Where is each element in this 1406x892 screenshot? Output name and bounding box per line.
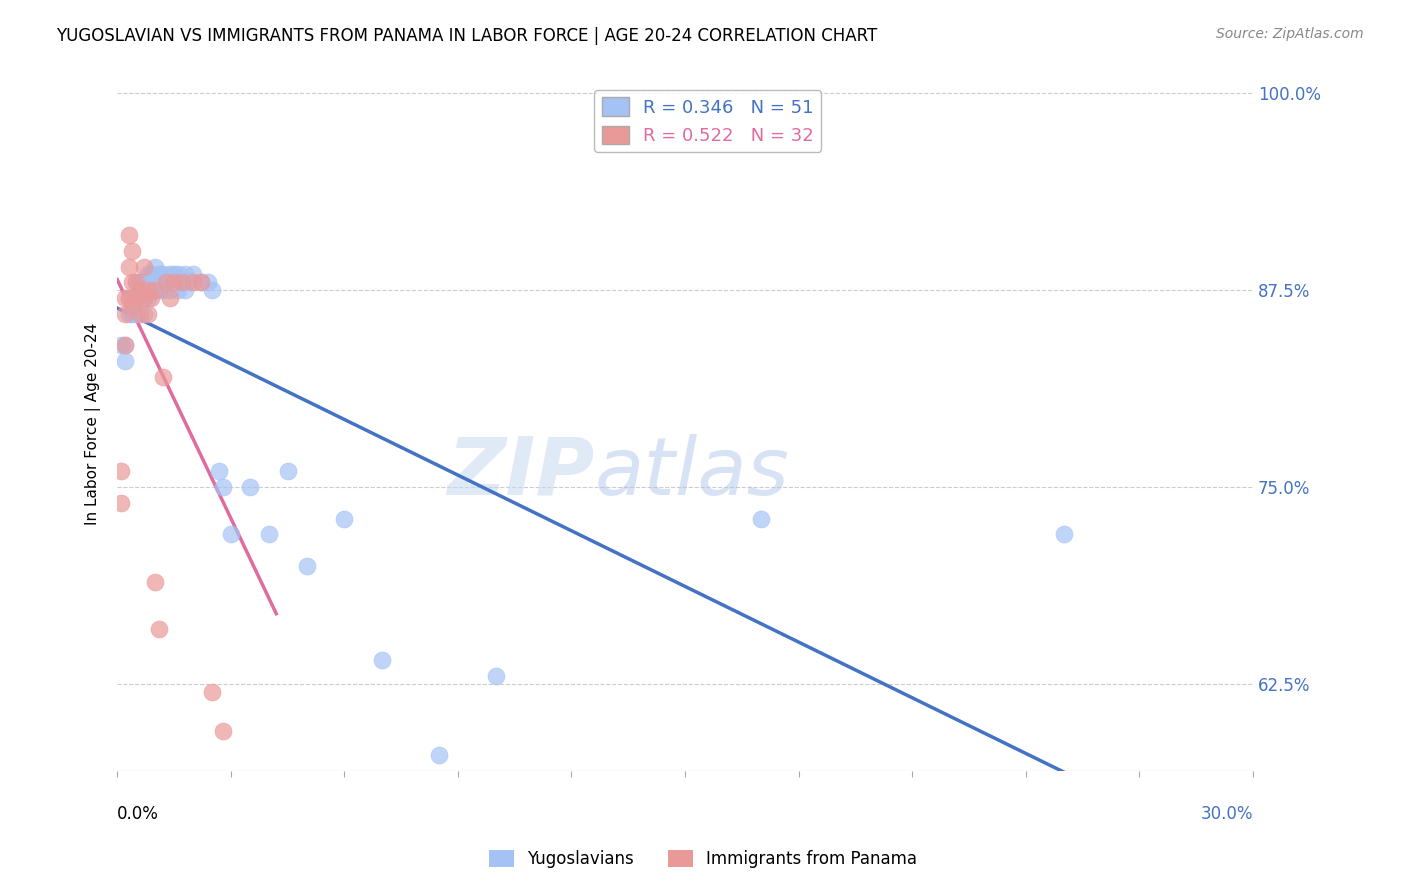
- Point: [132, 307, 155, 321]
- Point: [749, 511, 772, 525]
- Point: [110, 464, 132, 478]
- Point: [143, 283, 166, 297]
- Point: [427, 747, 450, 762]
- Point: [174, 283, 197, 297]
- Point: [132, 260, 155, 274]
- Point: [143, 283, 166, 297]
- Point: [114, 338, 136, 352]
- Point: [174, 268, 197, 282]
- Point: [136, 268, 159, 282]
- Point: [117, 227, 139, 242]
- Point: [117, 291, 139, 305]
- Point: [125, 291, 148, 305]
- Point: [208, 464, 231, 478]
- Point: [212, 480, 235, 494]
- Point: [125, 275, 148, 289]
- Point: [166, 268, 188, 282]
- Point: [219, 527, 242, 541]
- Point: [121, 291, 143, 305]
- Point: [114, 338, 136, 352]
- Point: [117, 260, 139, 274]
- Point: [117, 307, 139, 321]
- Point: [136, 291, 159, 305]
- Point: [159, 291, 181, 305]
- Legend: R = 0.346   N = 51, R = 0.522   N = 32: R = 0.346 N = 51, R = 0.522 N = 32: [595, 90, 821, 153]
- Point: [152, 369, 174, 384]
- Point: [132, 291, 155, 305]
- Point: [170, 275, 193, 289]
- Point: [333, 511, 356, 525]
- Point: [163, 268, 186, 282]
- Point: [148, 268, 170, 282]
- Point: [141, 283, 163, 297]
- Point: [212, 724, 235, 739]
- Point: [201, 685, 224, 699]
- Point: [136, 307, 159, 321]
- Point: [163, 275, 186, 289]
- Point: [190, 275, 212, 289]
- Point: [155, 275, 177, 289]
- Point: [121, 299, 143, 313]
- Point: [121, 307, 143, 321]
- Point: [148, 283, 170, 297]
- Point: [166, 283, 188, 297]
- Point: [257, 527, 280, 541]
- Y-axis label: In Labor Force | Age 20-24: In Labor Force | Age 20-24: [86, 323, 101, 525]
- Point: [129, 275, 152, 289]
- Point: [121, 244, 143, 258]
- Point: [125, 307, 148, 321]
- Point: [110, 338, 132, 352]
- Point: [1052, 527, 1074, 541]
- Point: [114, 354, 136, 368]
- Point: [129, 283, 152, 297]
- Text: ZIP: ZIP: [447, 434, 595, 512]
- Text: 30.0%: 30.0%: [1201, 805, 1253, 823]
- Point: [110, 496, 132, 510]
- Point: [148, 622, 170, 636]
- Point: [181, 275, 204, 289]
- Point: [190, 275, 212, 289]
- Point: [152, 283, 174, 297]
- Point: [141, 268, 163, 282]
- Point: [239, 480, 262, 494]
- Point: [143, 260, 166, 274]
- Point: [197, 275, 219, 289]
- Point: [129, 307, 152, 321]
- Text: atlas: atlas: [595, 434, 789, 512]
- Point: [277, 464, 299, 478]
- Point: [125, 275, 148, 289]
- Point: [201, 283, 224, 297]
- Point: [181, 268, 204, 282]
- Point: [141, 291, 163, 305]
- Legend: Yugoslavians, Immigrants from Panama: Yugoslavians, Immigrants from Panama: [482, 843, 924, 875]
- Point: [152, 268, 174, 282]
- Point: [170, 275, 193, 289]
- Point: [155, 275, 177, 289]
- Point: [371, 653, 394, 667]
- Point: [159, 283, 181, 297]
- Point: [295, 558, 318, 573]
- Point: [114, 307, 136, 321]
- Point: [136, 283, 159, 297]
- Point: [129, 283, 152, 297]
- Point: [132, 291, 155, 305]
- Text: 0.0%: 0.0%: [117, 805, 159, 823]
- Text: YUGOSLAVIAN VS IMMIGRANTS FROM PANAMA IN LABOR FORCE | AGE 20-24 CORRELATION CHA: YUGOSLAVIAN VS IMMIGRANTS FROM PANAMA IN…: [56, 27, 877, 45]
- Text: Source: ZipAtlas.com: Source: ZipAtlas.com: [1216, 27, 1364, 41]
- Point: [485, 669, 508, 683]
- Point: [117, 291, 139, 305]
- Point: [121, 275, 143, 289]
- Point: [179, 275, 201, 289]
- Point: [159, 268, 181, 282]
- Point: [132, 275, 155, 289]
- Point: [143, 574, 166, 589]
- Point: [114, 291, 136, 305]
